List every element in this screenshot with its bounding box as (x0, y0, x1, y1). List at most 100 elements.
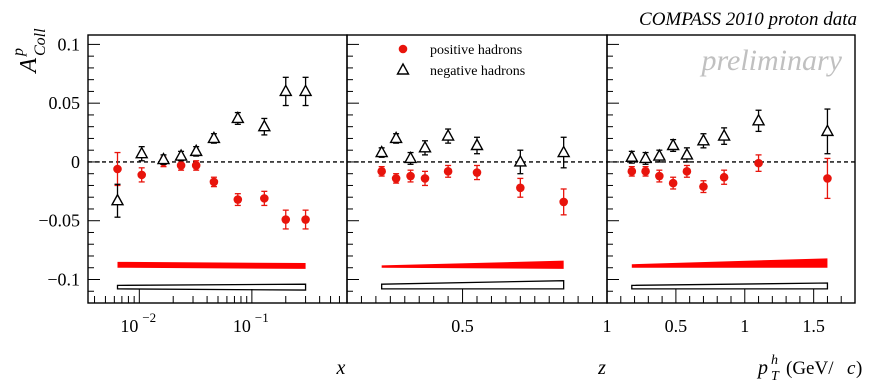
x-tick-label: 0.5 (451, 316, 474, 336)
data-point-positive (113, 164, 122, 174)
x-tick-label: 1 (603, 316, 612, 336)
systematic-band-positive (631, 258, 828, 268)
data-point-positive (559, 197, 568, 207)
data-point-negative (652, 148, 667, 161)
x-axis-label-pT-base: p (756, 357, 768, 379)
data-point-negative (207, 130, 221, 144)
data-point-negative (638, 150, 653, 164)
panel-x: 10 −2 10 −1 (87, 34, 348, 336)
x-tick-label: 10 −1 (233, 310, 269, 336)
y-axis-label-sup: p (10, 48, 27, 57)
data-point-positive (301, 215, 310, 224)
data-point-positive (137, 170, 147, 180)
systematic-band-negative (116, 283, 307, 291)
data-point-positive (420, 174, 430, 183)
chart-title: COMPASS 2010 proton data (639, 9, 857, 30)
x-tick-label: 1.5 (802, 316, 825, 336)
preliminary-watermark: preliminary (699, 44, 842, 77)
x-tick-label: 10 −2 (120, 310, 156, 336)
data-point-negative (470, 138, 484, 151)
systematic-band-positive (381, 260, 564, 269)
data-point-positive (176, 161, 186, 170)
x-tick-label-exp: −1 (255, 310, 269, 325)
data-point-negative (441, 128, 455, 141)
data-point-negative (680, 147, 694, 160)
data-point-negative (418, 140, 432, 153)
panel-z: 0.5 1 (346, 34, 612, 336)
x-tick-label-base: 10 (233, 316, 251, 336)
x-tick-label: 1 (740, 316, 749, 336)
data-point-negative (257, 119, 272, 132)
x-axis-label-pT-unit: (GeV/ (786, 358, 834, 379)
data-point-positive (233, 195, 243, 204)
data-point-negative (298, 83, 313, 97)
y-axis-label-sub: Coll (32, 28, 49, 56)
x-axis-label-pT-sup: h (771, 353, 778, 368)
x-tick-label-base: 10 (120, 316, 138, 336)
data-point-negative (374, 145, 389, 158)
y-tick-label: 0.05 (49, 93, 81, 113)
data-point-negative (231, 111, 245, 124)
data-point-positive (516, 183, 525, 193)
data-point-positive (191, 161, 201, 170)
legend-marker-negative (396, 62, 410, 75)
data-point-positive (391, 174, 401, 183)
data-point-positive (754, 158, 763, 168)
data-point-positive (443, 167, 453, 176)
data-point-negative (666, 138, 680, 151)
data-point-positive (209, 177, 219, 187)
data-point-positive (682, 167, 692, 176)
data-point-positive (281, 215, 291, 224)
data-point-positive (823, 174, 832, 183)
data-point-positive (406, 171, 415, 181)
data-point-positive (655, 171, 664, 181)
data-point-negative (174, 148, 188, 161)
data-point-negative (513, 154, 528, 167)
systematic-band-positive (117, 261, 306, 269)
data-point-negative (696, 133, 711, 146)
systematic-band-negative (631, 282, 829, 290)
data-point-positive (377, 167, 386, 176)
y-tick-label: −0.05 (38, 211, 80, 231)
legend-marker-positive (398, 44, 408, 54)
data-point-positive (472, 168, 482, 177)
x-tick-label-exp: −2 (142, 310, 156, 325)
data-point-negative (156, 152, 171, 165)
data-point-negative (625, 149, 639, 162)
panel-pT: 0.5 1 1.5 (606, 34, 856, 336)
legend: positive hadrons negative hadrons (396, 43, 525, 79)
data-point-negative (189, 143, 203, 157)
data-point-positive (719, 172, 729, 182)
data-point-positive (627, 167, 637, 176)
systematic-band-negative (381, 280, 565, 290)
data-point-negative (279, 83, 293, 97)
data-point-negative (820, 123, 835, 137)
data-point-positive (699, 182, 708, 191)
y-axis-label-base: A (16, 58, 42, 75)
data-point-positive (641, 167, 650, 176)
y-tick-label: 0.1 (58, 34, 81, 54)
data-point-negative (556, 145, 571, 158)
data-point-negative (751, 113, 766, 126)
legend-label-negative: negative hadrons (430, 64, 525, 79)
x-axis-label-pT: p hT (GeV/c) (756, 353, 862, 384)
x-axis-label-x: x (336, 357, 346, 379)
data-point-negative (110, 193, 125, 206)
y-tick-label: 0 (71, 152, 80, 172)
x-axis-label-pT-unit-close: ) (856, 358, 862, 379)
data-point-negative (135, 146, 149, 159)
x-axis-label-pT-unit-c: c (847, 358, 856, 379)
x-tick-label: 0.5 (665, 316, 688, 336)
data-point-negative (403, 150, 418, 164)
y-tick-label: −0.1 (47, 269, 80, 289)
data-point-negative (389, 130, 403, 144)
data-point-positive (668, 178, 678, 188)
x-axis-label-pT-sub: T (771, 369, 780, 384)
x-axis-label-z: z (597, 357, 606, 379)
legend-label-positive: positive hadrons (430, 43, 522, 58)
data-point-negative (717, 128, 731, 141)
data-point-positive (260, 194, 269, 203)
